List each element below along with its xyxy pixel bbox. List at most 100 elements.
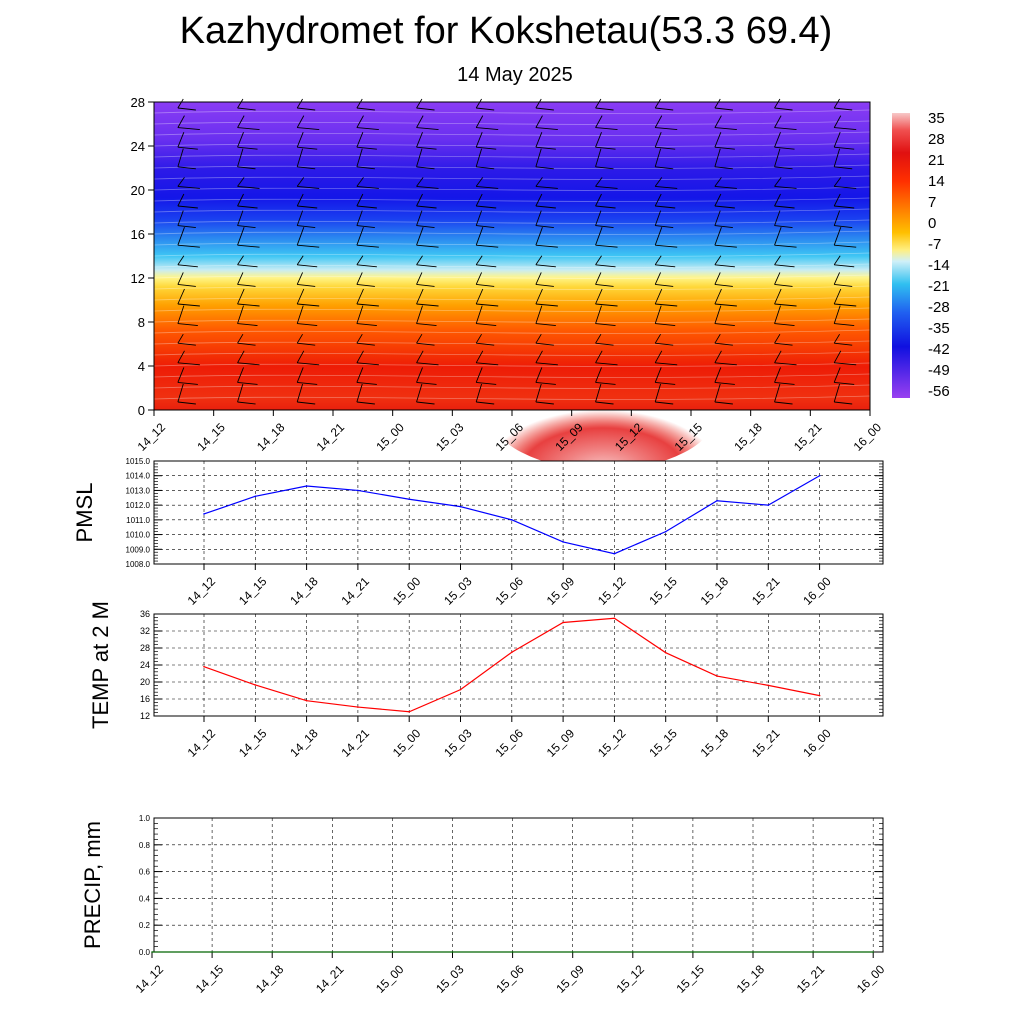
wind-barb-flag xyxy=(476,401,495,405)
x-tick-label: 14_18 xyxy=(254,420,288,454)
wind-barb-flag xyxy=(714,127,737,131)
wind-barb xyxy=(654,367,662,383)
colorbar-label: -42 xyxy=(928,341,950,358)
wind-barb xyxy=(475,148,483,167)
wind-barb xyxy=(296,288,305,305)
wind-barb-flag xyxy=(655,303,678,307)
wind-barb xyxy=(237,288,245,305)
wind-barb-flag xyxy=(655,185,678,189)
wind-barb-flag xyxy=(595,381,616,385)
wind-barb xyxy=(237,350,245,364)
data-point xyxy=(408,498,411,501)
wind-barb xyxy=(177,132,185,148)
wind-barb xyxy=(714,272,721,285)
wind-barb xyxy=(356,383,363,403)
contour-line xyxy=(153,329,871,334)
wind-barb-flag xyxy=(356,401,375,405)
colorbar-label: 28 xyxy=(928,131,945,148)
y-tick-label: 1015.0 xyxy=(126,457,151,466)
wind-barb xyxy=(237,115,245,128)
x-tick-label: 15_21 xyxy=(794,962,828,996)
wind-barb-flag xyxy=(416,185,439,189)
wind-barb xyxy=(714,350,722,364)
colorbar-label: 14 xyxy=(928,173,945,190)
wind-barb xyxy=(296,98,303,109)
wind-barb-flag xyxy=(297,166,316,170)
wind-barb-flag xyxy=(535,264,556,268)
wind-barb xyxy=(595,193,602,207)
wind-barb-flag xyxy=(416,342,435,346)
wind-barb xyxy=(296,272,304,285)
wind-barb xyxy=(774,305,781,324)
wind-barb-flag xyxy=(237,401,256,405)
wind-barb xyxy=(416,177,424,187)
wind-barb xyxy=(714,255,722,266)
x-tick-label: 15_12 xyxy=(613,962,647,996)
wind-barb-flag xyxy=(297,244,320,248)
wind-barb-flag xyxy=(356,185,379,189)
wind-barb xyxy=(296,350,305,364)
y-tick-label: 0.6 xyxy=(139,868,151,877)
y-tick-label: 24 xyxy=(140,660,150,670)
y-axis-label: PMSL xyxy=(72,483,97,543)
wind-barb-flag xyxy=(177,362,200,366)
wind-barb-flag xyxy=(535,185,558,189)
wind-barb-flag xyxy=(655,146,676,150)
wind-barb xyxy=(296,305,304,324)
wind-barb xyxy=(475,305,483,324)
wind-barb-flag xyxy=(774,264,795,268)
wind-barb-flag xyxy=(416,362,439,366)
wind-barb xyxy=(833,193,841,207)
wind-barb-flag xyxy=(237,283,256,287)
wind-barb-flag xyxy=(774,185,797,189)
wind-barb xyxy=(296,367,304,383)
wind-barb xyxy=(177,383,184,403)
wind-barb-flag xyxy=(297,342,316,346)
wind-barb xyxy=(833,350,842,364)
y-tick-label: 1009.0 xyxy=(126,545,151,554)
data-point xyxy=(511,951,514,953)
wind-barb-flag xyxy=(834,146,855,150)
wind-barb xyxy=(237,227,245,246)
wind-barb-flag xyxy=(714,225,733,229)
wind-barb xyxy=(475,367,483,383)
y-tick-label: 28 xyxy=(140,643,150,653)
wind-barb xyxy=(416,255,423,266)
wind-barb-flag xyxy=(834,264,855,268)
wind-barb xyxy=(714,98,721,109)
y-tick-label: 1008.0 xyxy=(126,560,151,569)
wind-barb xyxy=(714,227,722,246)
colorbar-label: -21 xyxy=(928,278,950,295)
wind-barb-flag xyxy=(356,323,377,327)
wind-barb xyxy=(714,305,722,324)
wind-barb-flag xyxy=(177,166,196,170)
data-point xyxy=(872,951,874,953)
wind-barb xyxy=(535,227,543,246)
wind-barb xyxy=(177,148,184,167)
colorbar-label: -49 xyxy=(928,362,950,379)
wind-barb-flag xyxy=(714,283,733,287)
wind-barb-flag xyxy=(595,166,614,170)
wind-barb xyxy=(535,177,543,187)
y-tick-label: 36 xyxy=(140,609,150,619)
wind-barb xyxy=(833,272,841,285)
x-tick-label: 15_18 xyxy=(731,420,765,454)
y-tick-label: 20 xyxy=(131,183,145,198)
wind-barb-flag xyxy=(356,264,377,268)
wind-barb-flag xyxy=(834,303,857,307)
wind-barb-flag xyxy=(655,401,674,405)
wind-barb xyxy=(356,210,363,226)
wind-barb-flag xyxy=(177,107,196,111)
wind-barb-flag xyxy=(714,323,735,327)
wind-barb-flag xyxy=(416,127,439,131)
wind-barb xyxy=(714,383,721,403)
wind-barb xyxy=(475,132,483,148)
contour-line xyxy=(153,274,871,279)
wind-barb-flag xyxy=(476,127,499,131)
wind-barb-flag xyxy=(476,303,499,307)
contour-line xyxy=(153,109,871,114)
wind-barb xyxy=(654,255,662,266)
wind-barb-flag xyxy=(595,205,616,209)
wind-barb xyxy=(356,115,364,128)
